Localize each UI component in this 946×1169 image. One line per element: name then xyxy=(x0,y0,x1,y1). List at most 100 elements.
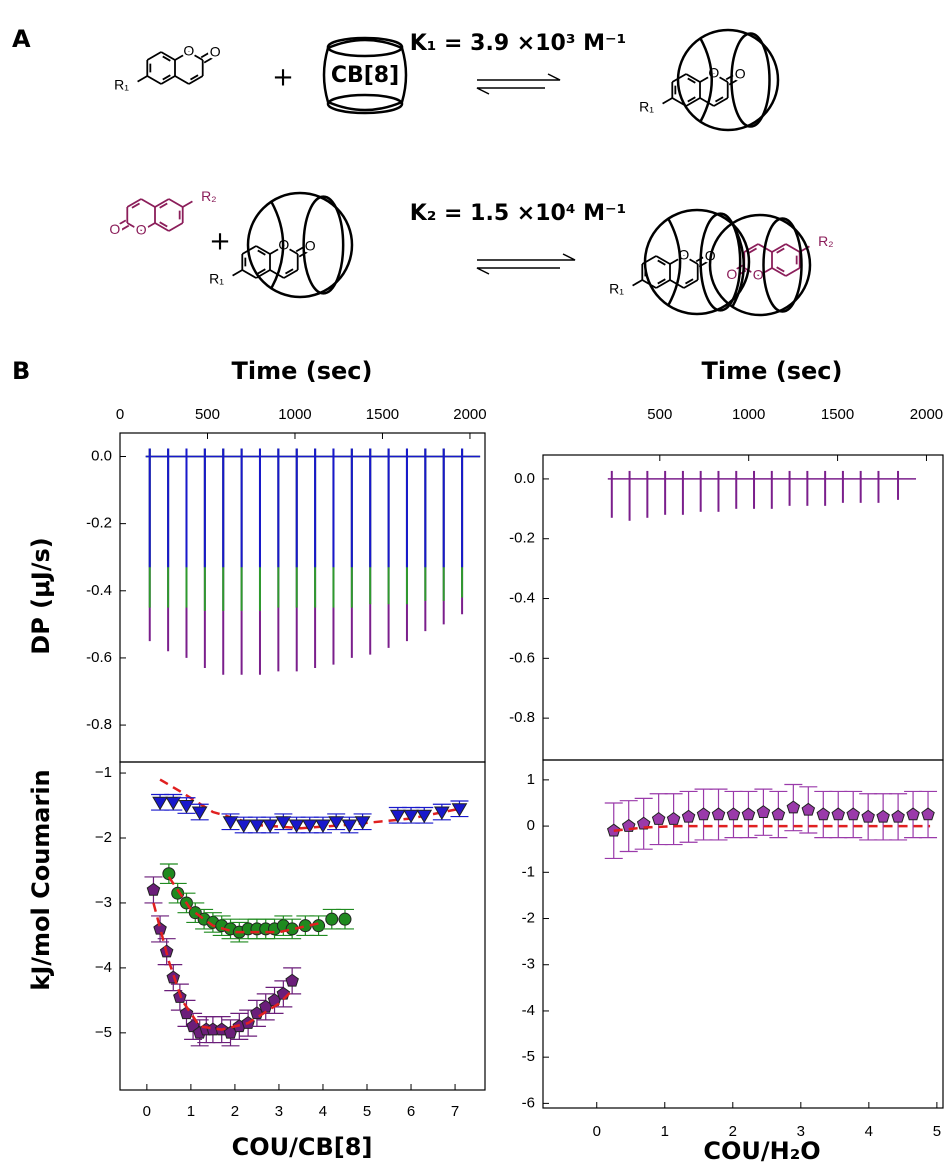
oxygen-atom: O xyxy=(210,44,221,60)
cb8-rim xyxy=(326,93,404,115)
y-tick-label: -0.4 xyxy=(86,582,112,599)
k1-label: K₁ = 3.9 ×10³ M⁻¹ xyxy=(410,31,627,56)
oxygen-atom: O xyxy=(136,222,147,238)
data-point xyxy=(389,809,406,824)
oxygen-atom: O xyxy=(726,266,737,282)
data-point xyxy=(312,919,326,933)
cb8-rim xyxy=(699,212,742,312)
x-tick-label: 2 xyxy=(231,1103,239,1120)
y-tick-label: -4 xyxy=(522,1002,535,1019)
panel-label: A xyxy=(12,25,31,53)
data-point xyxy=(285,973,299,987)
cb8-complex xyxy=(246,191,354,299)
x-axis-label: Time (sec) xyxy=(702,357,843,385)
bond xyxy=(695,253,710,263)
y-tick-label: 0.0 xyxy=(514,470,535,487)
x-tick-label: 4 xyxy=(319,1103,327,1120)
panel-label: B xyxy=(12,357,30,385)
plus-sign: + xyxy=(272,63,294,93)
x-tick-label: 2000 xyxy=(453,406,486,423)
bond xyxy=(683,279,699,289)
arrow xyxy=(476,87,545,95)
x-tick-label: 500 xyxy=(195,406,220,423)
bond xyxy=(159,202,168,209)
data-point xyxy=(315,819,331,833)
data-point xyxy=(235,819,252,833)
x-tick-label: 1500 xyxy=(821,406,854,423)
fit-curve xyxy=(152,902,294,1031)
cb8-rim xyxy=(762,217,803,313)
bond xyxy=(190,74,199,81)
fit-curve xyxy=(159,778,460,830)
y-tick-label: 0 xyxy=(527,817,535,834)
y-tick-label: −4 xyxy=(95,959,112,976)
y-tick-label: −2 xyxy=(95,829,112,846)
bond xyxy=(685,73,701,83)
bond xyxy=(785,243,801,253)
oxygen-atom: O xyxy=(305,238,316,254)
data-point xyxy=(178,800,195,814)
x-axis-label: COU/CB[8] xyxy=(232,1133,373,1161)
data-point xyxy=(249,819,265,833)
plots: 0 500 1000 1500 20000.0-0.2-0.4-0.6-0.8Time … xyxy=(27,357,944,1165)
x-tick-label: 0 xyxy=(593,1123,601,1140)
cb8-complex xyxy=(676,28,780,132)
bond xyxy=(126,198,142,208)
x-axis-label: COU/H₂O xyxy=(703,1137,820,1165)
bond xyxy=(683,255,699,265)
y-tick-label: -0.6 xyxy=(86,649,112,666)
data-point xyxy=(165,796,182,811)
bond xyxy=(182,200,193,208)
y-tick-label: -3 xyxy=(522,956,535,973)
bond xyxy=(748,247,757,254)
fit-curve xyxy=(167,876,324,934)
k2-label: K₂ = 1.5 ×10⁴ M⁻¹ xyxy=(410,201,627,226)
cb8-rim xyxy=(730,32,771,128)
data-point xyxy=(681,809,696,823)
bond xyxy=(203,54,218,64)
substituent: R₁ xyxy=(609,280,624,296)
bond xyxy=(131,202,140,209)
bond xyxy=(174,75,190,85)
oxygen-atom: O xyxy=(109,221,120,237)
bond xyxy=(126,222,142,232)
data-point xyxy=(354,816,371,830)
bond xyxy=(662,97,673,105)
bond xyxy=(241,269,257,279)
bond xyxy=(232,269,243,277)
data-point xyxy=(451,803,468,817)
bond xyxy=(200,49,215,59)
bond xyxy=(146,75,162,85)
x-tick-label: 1500 xyxy=(366,406,399,423)
x-tick-label: 4 xyxy=(865,1123,873,1140)
plot-frame xyxy=(542,759,944,1109)
arrow xyxy=(477,253,576,261)
data-point xyxy=(325,912,339,926)
data-point xyxy=(338,912,352,926)
data-point xyxy=(152,796,168,811)
x-tick-label: 5 xyxy=(363,1103,371,1120)
bond xyxy=(713,73,729,83)
bond xyxy=(657,259,666,266)
bond xyxy=(255,245,271,255)
bond xyxy=(112,219,127,229)
bond xyxy=(188,51,204,61)
oxygen-atom: O xyxy=(753,267,764,283)
bond xyxy=(743,267,759,277)
bond xyxy=(283,269,299,279)
bond xyxy=(715,96,724,103)
y-tick-label: -0.8 xyxy=(86,716,112,733)
data-point xyxy=(262,819,279,833)
y-tick-label: −3 xyxy=(95,894,112,911)
data-point xyxy=(146,882,161,896)
cb8-rim xyxy=(699,37,713,123)
plot-frame xyxy=(119,761,486,1091)
bond xyxy=(115,224,130,234)
bond xyxy=(257,268,266,275)
data-point xyxy=(651,812,666,825)
data-point xyxy=(275,816,292,830)
bond xyxy=(174,51,190,61)
bond xyxy=(285,268,294,275)
fit-curve xyxy=(613,824,931,832)
x-tick-label: 1000 xyxy=(278,406,311,423)
